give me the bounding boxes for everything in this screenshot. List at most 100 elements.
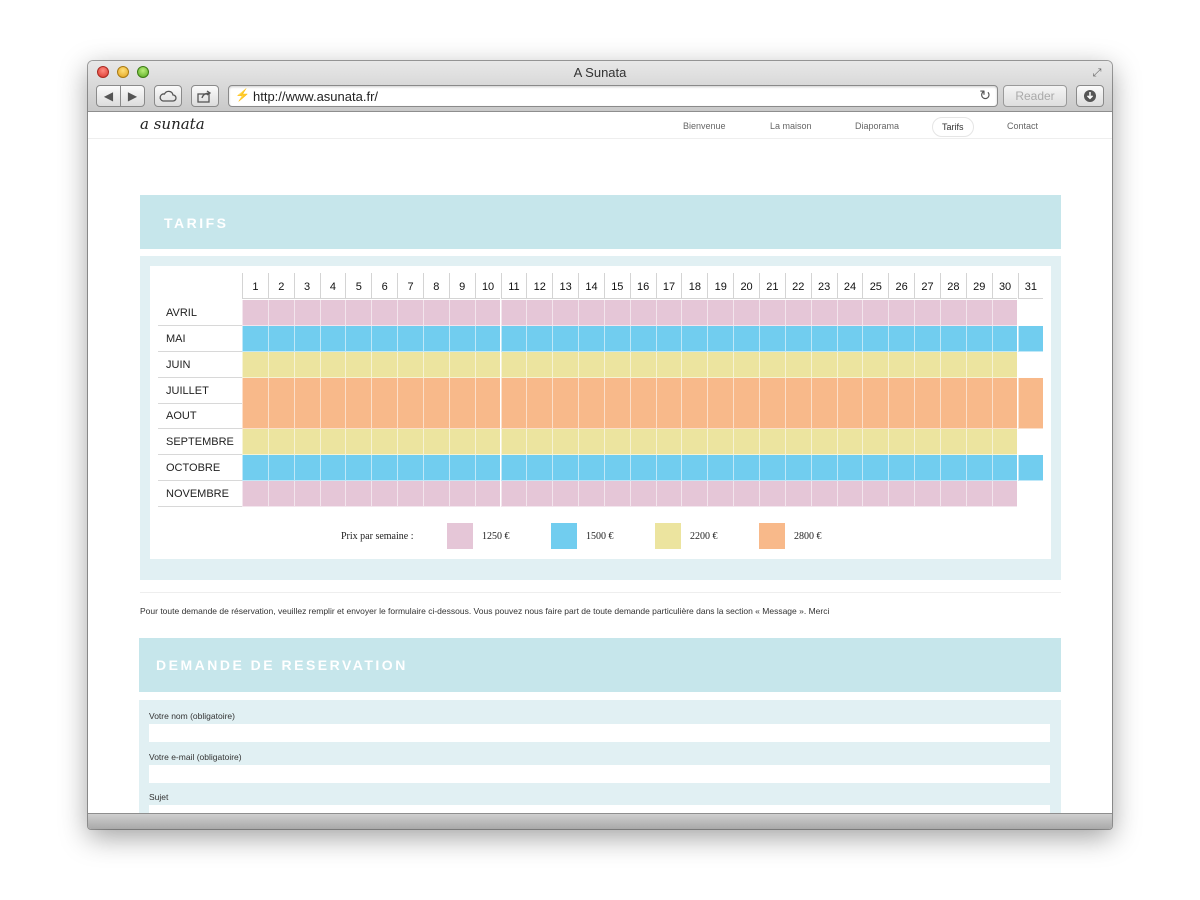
- nav-diaporama[interactable]: Diaporama: [855, 121, 900, 131]
- calendar-day-cell: [319, 455, 346, 482]
- calendar-day-cell: [319, 403, 346, 430]
- calendar-day-cell: [810, 325, 837, 352]
- reservation-form: Votre nom (obligatoire) Votre e-mail (ob…: [139, 700, 1061, 813]
- calendar-day-cell: [759, 480, 785, 507]
- nav-tarifs[interactable]: Tarifs: [932, 117, 974, 137]
- calendar-day-cell: [939, 480, 966, 507]
- calendar-day-cell: [397, 480, 423, 507]
- calendar-day-cell: [733, 429, 759, 456]
- calendar-day-cell: [836, 300, 863, 326]
- calendar-day-cell: [991, 300, 1018, 326]
- tarifs-table: Prix par semaine : 1 2 3 4 5 6 7 8 9 10 11 12 13 14 15…: [150, 266, 1051, 559]
- download-button[interactable]: [1076, 85, 1104, 107]
- calendar-day-cell: [526, 480, 553, 507]
- calendar-day-cell: [629, 325, 656, 352]
- calendar-day-cell: [242, 300, 268, 326]
- calendar-day-cell: [707, 480, 734, 507]
- calendar-day-cell: [759, 377, 785, 404]
- calendar-day-cell: [267, 455, 294, 482]
- fullscreen-icon[interactable]: ⤢: [1092, 67, 1102, 79]
- day-header: 26: [888, 273, 915, 299]
- calendar-day-cell: [991, 377, 1018, 404]
- day-header: 3: [293, 273, 320, 299]
- zoom-window-button[interactable]: [137, 66, 149, 78]
- nav-contact[interactable]: Contact: [1007, 121, 1039, 131]
- calendar-day-cell: [681, 429, 708, 456]
- calendar-day-cell: [759, 429, 785, 456]
- day-header: 16: [629, 273, 656, 299]
- calendar-day-cell: [914, 351, 940, 378]
- address-bar[interactable]: ⚡ http://www.asunata.fr/ ↻: [228, 85, 998, 107]
- calendar-day-cell: [836, 429, 863, 456]
- calendar-day-cell: [965, 455, 992, 482]
- calendar-day-cell: [345, 377, 372, 404]
- calendar-day-cell: [552, 300, 579, 326]
- calendar-day-cell: [242, 403, 268, 430]
- calendar-day-cell: [655, 300, 682, 326]
- name-input[interactable]: [149, 724, 1050, 742]
- forward-button[interactable]: ▶: [120, 85, 145, 107]
- calendar-day-cell: [603, 377, 630, 404]
- calendar-day-cell: [810, 377, 837, 404]
- calendar-day-cell: [1017, 377, 1044, 404]
- calendar-day-cell: [836, 351, 863, 378]
- calendar-day-cell: [474, 300, 501, 326]
- calendar-day-cell: [422, 455, 449, 482]
- calendar-day-cell: [759, 403, 785, 430]
- day-header: 11: [500, 273, 527, 299]
- calendar-day-cell: [474, 325, 501, 352]
- calendar-day-cell: [1017, 403, 1044, 430]
- calendar-day-cell: [397, 403, 423, 430]
- calendar-day-cell: [965, 480, 992, 507]
- calendar-day-cell: [552, 403, 579, 430]
- day-header: 20: [733, 273, 759, 299]
- calendar-day-cell: [552, 325, 579, 352]
- forward-arrow-icon: ▶: [127, 89, 138, 103]
- calendar-day-cell: [500, 351, 527, 378]
- calendar-day-cell: [629, 429, 656, 456]
- email-input[interactable]: [149, 765, 1050, 783]
- calendar-day-cell: [655, 377, 682, 404]
- calendar-day-cell: [293, 300, 320, 326]
- site-logo[interactable]: a sunata: [140, 115, 205, 133]
- calendar-day-cell: [965, 377, 992, 404]
- icloud-button[interactable]: [154, 85, 182, 107]
- calendar-day-cell: [759, 325, 785, 352]
- calendar-day-cell: [526, 351, 553, 378]
- calendar-day-cell: [991, 429, 1018, 456]
- calendar-day-cell: [578, 403, 604, 430]
- calendar-day-cell: [655, 351, 682, 378]
- share-button[interactable]: [191, 85, 219, 107]
- calendar-day-cell: [371, 300, 398, 326]
- reader-button[interactable]: Reader: [1003, 85, 1067, 107]
- reservation-banner: DEMANDE DE RESERVATION: [139, 638, 1061, 692]
- calendar-day-cell: [526, 455, 553, 482]
- reload-icon[interactable]: ↻: [979, 87, 991, 103]
- share-icon: [197, 90, 212, 103]
- url-text[interactable]: http://www.asunata.fr/: [253, 89, 379, 104]
- calendar-day-cell: [474, 455, 501, 482]
- calendar-day-cell: [603, 351, 630, 378]
- close-window-button[interactable]: [97, 66, 109, 78]
- calendar-day-cell: [810, 429, 837, 456]
- calendar-day-cell: [784, 429, 811, 456]
- minimize-window-button[interactable]: [117, 66, 129, 78]
- calendar-day-cell: [965, 300, 992, 326]
- subject-input[interactable]: [149, 805, 1050, 813]
- calendar-day-cell: [888, 480, 915, 507]
- back-button[interactable]: ◀: [96, 85, 121, 107]
- calendar-day-cell: [1017, 325, 1044, 352]
- day-header: 12: [526, 273, 553, 299]
- calendar-day-cell: [448, 455, 475, 482]
- calendar-day-cell: [293, 325, 320, 352]
- reservation-title: DEMANDE DE RESERVATION: [156, 657, 408, 673]
- calendar-day-cell: [810, 480, 837, 507]
- calendar-day-cell: [397, 429, 423, 456]
- calendar-day-cell: [293, 455, 320, 482]
- calendar-day-cell: [733, 403, 759, 430]
- nav-la-maison[interactable]: La maison: [770, 121, 812, 131]
- nav-bienvenue[interactable]: Bienvenue: [683, 121, 726, 131]
- tarifs-banner: TARIFS: [140, 195, 1061, 249]
- calendar-day-cell: [552, 429, 579, 456]
- day-header: 28: [939, 273, 966, 299]
